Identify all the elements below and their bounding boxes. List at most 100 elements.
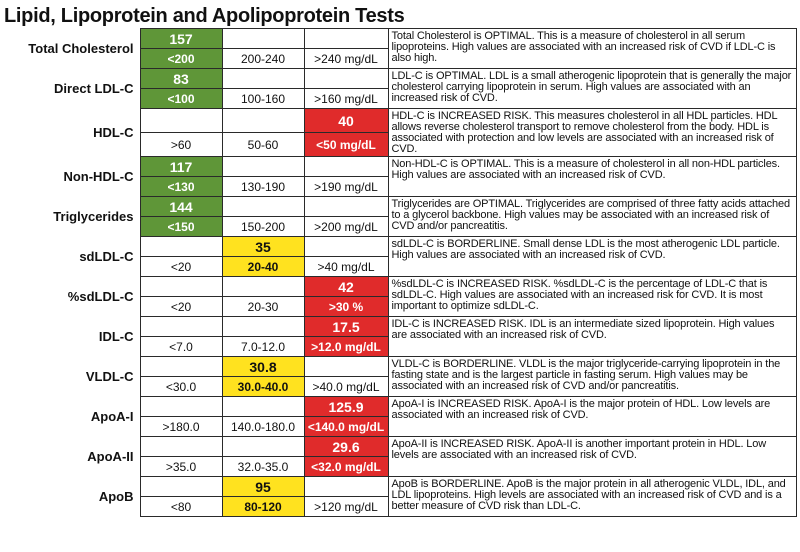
reference-range-optimal: <20 — [139, 296, 223, 317]
table-row: Total Cholesterol 157 Total Cholesterol is… — [4, 28, 797, 69]
test-name-triglycerides: Triglycerides — [53, 209, 134, 224]
empty-cell — [221, 276, 305, 297]
test-description-non-hdl-c: Non-HDL-C is OPTIMAL. This is a measure … — [387, 156, 797, 197]
table-row: >180.0 140.0-180.0 <140.0 mg/dL — [4, 416, 796, 437]
test-description-apoa-ii: ApoA-II is INCREASED RISK. ApoA-II is an… — [387, 436, 797, 477]
test-description-vldl-c: VLDL-C is BORDERLINE. VLDL is the major … — [387, 356, 797, 397]
reference-range-borderline: 50-60 — [221, 132, 305, 157]
test-name-idl-c: IDL-C — [98, 329, 134, 344]
result-value-idl-c: 17.5 — [303, 316, 389, 337]
table-row: Direct LDL-C 83 LDL-C is OPTIMAL. LDL is a… — [4, 68, 797, 109]
reference-range-risk: >120 mg/dL — [303, 496, 389, 517]
reference-range-optimal: <130 — [139, 176, 223, 197]
table-row: <130 130-190 >190 mg/dL — [4, 176, 796, 197]
reference-range-borderline: 20-30 — [221, 296, 305, 317]
empty-cell — [221, 316, 305, 337]
reference-range-optimal: <200 — [139, 48, 223, 69]
reference-range-borderline: 150-200 — [221, 216, 305, 237]
table-row: %sdLDL-C 42 %sdLDL-C is INCREASED RISK. %s… — [4, 276, 797, 317]
reference-range-risk: >40.0 mg/dL — [303, 376, 389, 397]
table-row: Triglycerides 144 Triglycerides are OPTIMA… — [4, 196, 797, 237]
test-name-apoa-ii: ApoA-II — [87, 449, 134, 464]
result-value-apob: 95 — [221, 476, 305, 497]
reference-range-risk: >12.0 mg/dL — [303, 336, 389, 357]
empty-cell — [221, 196, 305, 217]
table-row: HDL-C 40 HDL-C is INCREASED RISK. This mea… — [4, 108, 797, 157]
reference-range-optimal: <20 — [139, 256, 223, 277]
reference-range-risk: <32.0 mg/dL — [303, 456, 389, 477]
empty-cell — [221, 28, 305, 49]
empty-cell — [139, 236, 223, 257]
test-name-apoa-i: ApoA-I — [90, 409, 134, 424]
result-value-triglycerides: 144 — [139, 196, 223, 217]
empty-cell — [303, 28, 389, 49]
reference-range-optimal: >180.0 — [139, 416, 223, 437]
reference-range-borderline: 100-160 — [221, 88, 305, 109]
reference-range-borderline: 20-40 — [221, 256, 305, 277]
test-name-non-hdl-c: Non-HDL-C — [63, 169, 134, 184]
reference-range-risk: >200 mg/dL — [303, 216, 389, 237]
table-row: <80 80-120 >120 mg/dL — [4, 496, 796, 517]
test-description-apoa-i: ApoA-I is INCREASED RISK. ApoA-I is the … — [387, 396, 797, 437]
test-description-hdl-c: HDL-C is INCREASED RISK. This measures c… — [387, 108, 797, 157]
test-name-vldl-c: VLDL-C — [85, 369, 134, 384]
test-name-sdldl-c: sdLDL-C — [79, 249, 134, 264]
reference-range-optimal: <7.0 — [139, 336, 223, 357]
empty-cell — [303, 68, 389, 89]
test-description-total-cholesterol: Total Cholesterol is OPTIMAL. This is a … — [387, 28, 797, 69]
result-value-total-cholesterol: 157 — [139, 28, 223, 49]
result-value-direct-ldl-c: 83 — [139, 68, 223, 89]
empty-cell — [303, 156, 389, 177]
empty-cell — [139, 108, 223, 133]
empty-cell — [221, 436, 305, 457]
table-row: VLDL-C 30.8 VLDL-C is BORDERLINE. VLDL is … — [4, 356, 797, 397]
reference-range-risk: <50 mg/dL — [303, 132, 389, 157]
reference-range-risk: <140.0 mg/dL — [303, 416, 389, 437]
test-description-apob: ApoB is BORDERLINE. ApoB is the major pr… — [387, 476, 797, 517]
table-row: >60 50-60 <50 mg/dL — [4, 132, 796, 157]
result-value-hdl-c: 40 — [303, 108, 389, 133]
reference-range-optimal: >35.0 — [139, 456, 223, 477]
test-name-hdl-c: HDL-C — [93, 125, 134, 140]
reference-range-optimal: >60 — [139, 132, 223, 157]
reference-range-optimal: <100 — [139, 88, 223, 109]
empty-cell — [221, 108, 305, 133]
empty-cell — [221, 156, 305, 177]
reference-range-optimal: <150 — [139, 216, 223, 237]
test-description-pct-sdldl-c: %sdLDL-C is INCREASED RISK. %sdLDL-C is … — [387, 276, 797, 317]
table-row: <200 200-240 >240 mg/dL — [4, 48, 796, 69]
table-row: sdLDL-C 35 sdLDL-C is BORDERLINE. Small de… — [4, 236, 797, 277]
table-row: ApoA-II 29.6 ApoA-II is INCREASED RISK. Ap… — [4, 436, 797, 477]
test-description-triglycerides: Triglycerides are OPTIMAL. Triglycerides… — [387, 196, 797, 237]
test-name-pct-sdldl-c: %sdLDL-C — [67, 289, 134, 304]
test-description-direct-ldl-c: LDL-C is OPTIMAL. LDL is a small atherog… — [387, 68, 797, 109]
result-value-non-hdl-c: 117 — [139, 156, 223, 177]
table-row: Non-HDL-C 117 Non-HDL-C is OPTIMAL. This i… — [4, 156, 797, 197]
result-value-sdldl-c: 35 — [221, 236, 305, 257]
empty-cell — [139, 396, 223, 417]
empty-cell — [139, 436, 223, 457]
empty-cell — [303, 356, 389, 377]
table-row: >35.0 32.0-35.0 <32.0 mg/dL — [4, 456, 796, 477]
reference-range-borderline: 32.0-35.0 — [221, 456, 305, 477]
empty-cell — [139, 356, 223, 377]
result-value-vldl-c: 30.8 — [221, 356, 305, 377]
table-row: <20 20-40 >40 mg/dL — [4, 256, 796, 277]
table-row: ApoB 95 ApoB is BORDERLINE. ApoB is the ma… — [4, 476, 797, 517]
page-title: Lipid, Lipoprotein and Apolipoprotein Te… — [4, 5, 405, 27]
reference-range-risk: >240 mg/dL — [303, 48, 389, 69]
table-row: IDL-C 17.5 IDL-C is INCREASED RISK. IDL is… — [4, 316, 797, 357]
test-name-total-cholesterol: Total Cholesterol — [28, 41, 134, 56]
empty-cell — [221, 68, 305, 89]
reference-range-risk: >190 mg/dL — [303, 176, 389, 197]
test-name-direct-ldl-c: Direct LDL-C — [54, 81, 134, 96]
empty-cell — [139, 276, 223, 297]
table-row: <150 150-200 >200 mg/dL — [4, 216, 796, 237]
empty-cell — [303, 236, 389, 257]
reference-range-optimal: <80 — [139, 496, 223, 517]
reference-range-risk: >40 mg/dL — [303, 256, 389, 277]
test-description-sdldl-c: sdLDL-C is BORDERLINE. Small dense LDL i… — [387, 236, 797, 277]
result-value-apoa-i: 125.9 — [303, 396, 389, 417]
reference-range-borderline: 140.0-180.0 — [221, 416, 305, 437]
empty-cell — [303, 196, 389, 217]
